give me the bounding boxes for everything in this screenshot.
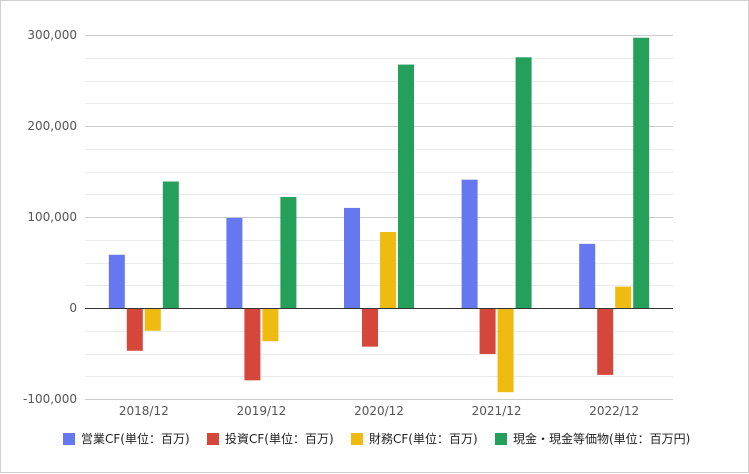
x-tick-label: 2021/12: [472, 404, 522, 418]
bar-2018-12-series-1: [108, 254, 125, 308]
bar-2019-12-series-4: [280, 196, 297, 308]
axes: -100,000 0 100,000 200,000 300,000 2018/12 201…: [23, 28, 673, 418]
bar-2020-12-series-2: [362, 308, 378, 347]
bar-2018-12-series-4: [162, 181, 179, 308]
bar-groups: [108, 37, 650, 393]
bar-2021-12-series-4: [515, 57, 532, 308]
bar-2022-12-series-4: [633, 37, 650, 308]
bar-2019-12-series-2: [244, 308, 261, 381]
x-tick-label: 2022/12: [589, 404, 639, 418]
y-tick-label: -100,000: [23, 392, 77, 406]
bar-2019-12-series-1: [226, 217, 243, 308]
legend-label: 投資CF(単位：百万): [225, 431, 334, 446]
bar-2022-12-series-2: [597, 308, 614, 375]
bar-2022-12-series-3: [615, 286, 632, 308]
y-tick-label: 100,000: [27, 210, 77, 224]
legend-swatch: [351, 433, 363, 445]
grid-lines: [85, 35, 673, 400]
bar-2018-12-series-2: [126, 308, 143, 351]
legend: 営業CF(単位：百万) 投資CF(単位：百万) 財務CF(単位：百万) 現金・現金等価…: [63, 431, 690, 446]
bar-2021-12-series-3: [497, 308, 514, 393]
x-tick-label: 2018/12: [119, 404, 169, 418]
bar-2021-12-series-2: [479, 308, 496, 354]
x-tick-label: 2019/12: [236, 404, 286, 418]
bar-2022-12-series-1: [579, 243, 596, 308]
bar-2019-12-series-3: [262, 308, 279, 342]
legend-swatch: [495, 433, 507, 445]
y-tick-label: 300,000: [27, 28, 77, 42]
legend-label: 営業CF(単位：百万): [81, 431, 190, 446]
legend-label: 財務CF(単位：百万): [369, 431, 478, 446]
bar-2020-12-series-3: [380, 232, 396, 308]
legend-swatch: [207, 433, 219, 445]
y-tick-label: 0: [69, 301, 77, 315]
x-tick-label: 2020/12: [354, 404, 404, 418]
y-tick-label: 200,000: [27, 119, 77, 133]
bar-2021-12-series-1: [461, 179, 478, 308]
bar-2020-12-series-4: [398, 64, 414, 308]
legend-label: 現金・現金等価物(単位：百万円): [513, 431, 690, 446]
bar-2018-12-series-3: [144, 308, 161, 331]
bar-2020-12-series-1: [344, 207, 360, 308]
legend-swatch: [63, 433, 75, 445]
